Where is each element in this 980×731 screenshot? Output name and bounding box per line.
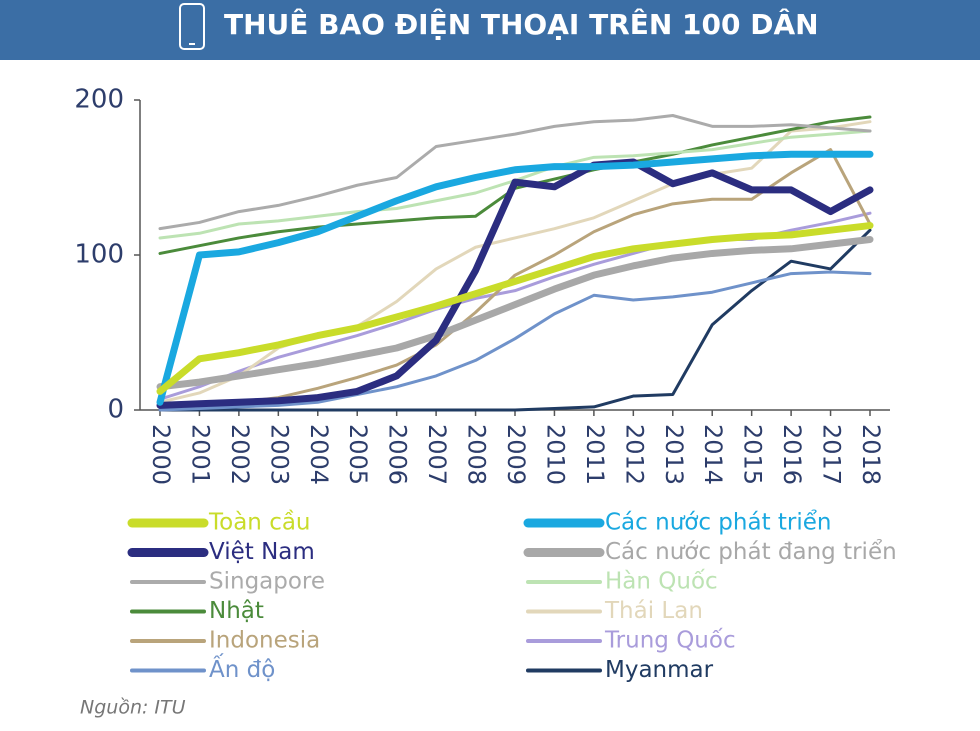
x-tick-label: 2007 [423,424,451,485]
x-tick-label: 2004 [305,424,333,485]
x-tick-label: 2006 [384,424,412,485]
line-series [156,150,874,406]
line-series [156,236,874,391]
legend-label: Myanmar [605,657,714,683]
x-tick-label: 2013 [660,424,688,485]
legend-label: Toàn cầu [208,510,311,536]
legend-label: Ấn độ [209,653,275,683]
y-tick-label: 0 [107,395,124,425]
x-tick-label: 2003 [265,424,293,485]
x-tick-label: 2018 [857,424,885,485]
source: Nguồn: ITU [80,697,186,719]
x-tick-label: 2008 [463,424,491,485]
x-tick-label: 2014 [699,424,727,485]
line-series [158,270,872,412]
x-tick-label: 2015 [739,424,767,485]
line-series [158,114,872,231]
legend-label: Singapore [209,569,325,595]
x-tick-label: 2001 [186,424,214,485]
x-tick-label: 2000 [147,424,175,485]
x-tick-label: 2002 [226,424,254,485]
header-bar [0,0,980,60]
chart-title: THUÊ BAO ĐIỆN THOẠI TRÊN 100 DÂN [224,7,819,41]
legend-label: Trung Quốc [604,628,736,654]
x-tick-label: 2012 [620,424,648,485]
legend-label: Indonesia [209,628,320,654]
legend-label: Thái Lan [604,598,703,624]
y-tick-label: 200 [74,85,124,115]
x-tick-label: 2011 [581,424,609,485]
legend-label: Hàn Quốc [605,569,718,595]
line-series [158,228,872,412]
x-tick-label: 2010 [541,424,569,485]
phone-icon [179,3,205,50]
legend-label: Các nước phát đang triển [605,539,897,565]
line-series [156,222,874,395]
y-tick-label: 100 [74,240,124,270]
legend-label: Các nước phát triển [605,510,832,536]
x-tick-label: 2017 [818,424,846,485]
x-tick-label: 2009 [502,424,530,485]
legend-label: Nhật [209,598,264,624]
x-tick-label: 2005 [344,424,372,485]
x-tick-label: 2016 [778,424,806,485]
line-series [156,158,874,409]
legend-label: Việt Nam [209,539,315,565]
